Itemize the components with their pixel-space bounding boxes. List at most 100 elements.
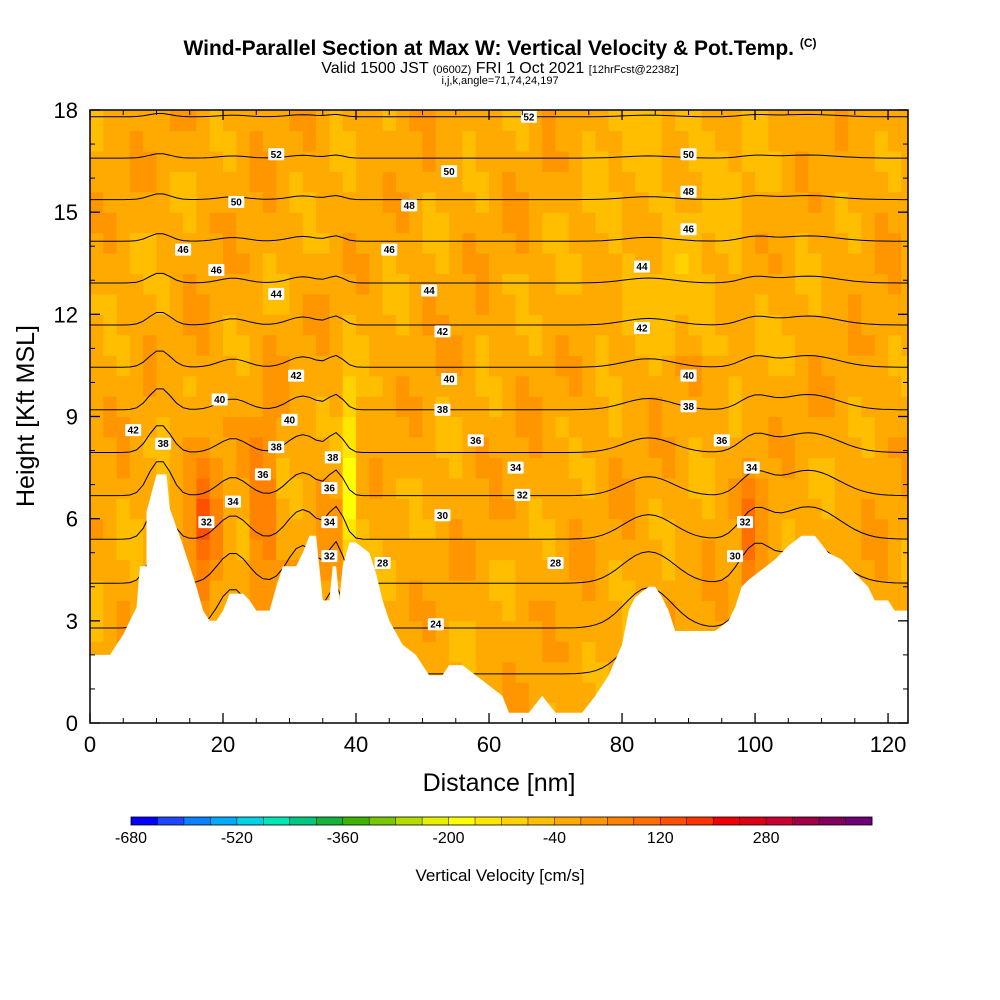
velocity-cell — [369, 539, 384, 561]
velocity-cell — [555, 416, 570, 438]
contour-label: 32 — [201, 518, 213, 529]
terrain-mask — [90, 474, 908, 723]
velocity-cell — [489, 171, 503, 193]
x-tick-label: 0 — [84, 732, 96, 757]
velocity-cell — [502, 273, 517, 295]
velocity-cell — [595, 620, 610, 642]
velocity-cell — [502, 150, 517, 172]
velocity-cell — [728, 253, 743, 275]
velocity-cell — [475, 518, 490, 540]
velocity-cell — [648, 334, 663, 356]
velocity-cell — [262, 416, 277, 438]
velocity-cell — [661, 232, 676, 254]
velocity-cell — [502, 477, 517, 499]
velocity-cell — [422, 355, 437, 377]
velocity-cell — [888, 355, 902, 377]
velocity-cell — [675, 416, 690, 438]
velocity-cell — [196, 477, 211, 499]
velocity-cell — [129, 232, 144, 254]
velocity-cell — [608, 375, 623, 397]
velocity-cell — [276, 518, 291, 540]
velocity-cell — [209, 293, 224, 315]
contour-label: 46 — [683, 225, 695, 236]
velocity-cell — [209, 191, 224, 213]
velocity-cell — [156, 130, 171, 152]
velocity-cell — [169, 253, 184, 275]
velocity-cell — [236, 416, 251, 438]
velocity-cell — [302, 436, 317, 458]
contour-label: 38 — [683, 402, 695, 413]
velocity-cell — [475, 477, 490, 499]
velocity-cell — [382, 579, 397, 601]
velocity-cell — [794, 498, 809, 520]
velocity-cell — [236, 171, 251, 193]
velocity-cell — [635, 334, 650, 356]
velocity-cell — [901, 436, 908, 458]
velocity-cell — [449, 355, 464, 377]
velocity-cell — [289, 477, 304, 499]
velocity-cell — [143, 314, 158, 336]
velocity-cell — [834, 375, 849, 397]
contour-label: 46 — [178, 245, 190, 256]
velocity-cell — [582, 110, 597, 132]
velocity-cell — [489, 253, 503, 275]
velocity-cell — [409, 150, 424, 172]
velocity-cell — [382, 293, 397, 315]
velocity-cell — [715, 559, 730, 581]
velocity-cell — [542, 232, 557, 254]
velocity-cell — [528, 661, 543, 683]
velocity-cell — [582, 416, 597, 438]
velocity-cell — [329, 293, 344, 315]
velocity-cell — [103, 293, 118, 315]
velocity-cell — [196, 314, 211, 336]
velocity-cell — [249, 518, 264, 540]
velocity-cell — [781, 518, 796, 540]
velocity-cell — [489, 110, 503, 132]
velocity-cell — [489, 477, 503, 499]
contour-line-44 — [90, 272, 908, 284]
velocity-cell — [568, 232, 583, 254]
velocity-cell — [715, 600, 730, 622]
velocity-cell — [369, 334, 384, 356]
velocity-cell — [582, 641, 597, 663]
velocity-cell — [555, 191, 570, 213]
velocity-cell — [834, 130, 849, 152]
velocity-cell — [236, 355, 251, 377]
velocity-cell — [183, 375, 198, 397]
velocity-cell — [768, 273, 783, 295]
velocity-cell — [502, 416, 517, 438]
velocity-cell — [901, 212, 908, 234]
velocity-cell — [209, 212, 224, 234]
velocity-cell — [528, 130, 543, 152]
velocity-cell — [675, 498, 690, 520]
velocity-cell — [701, 477, 716, 499]
velocity-cell — [661, 579, 676, 601]
velocity-cell — [196, 355, 211, 377]
velocity-cell — [741, 334, 756, 356]
velocity-cell — [143, 396, 158, 418]
velocity-cell — [475, 171, 490, 193]
velocity-cell — [515, 620, 530, 642]
velocity-cell — [289, 518, 304, 540]
velocity-cell — [528, 477, 543, 499]
velocity-cell — [701, 150, 716, 172]
velocity-cell — [395, 477, 410, 499]
velocity-cell — [183, 253, 198, 275]
velocity-cell — [755, 171, 769, 193]
velocity-cell — [542, 518, 557, 540]
velocity-cell — [435, 416, 450, 438]
velocity-cell — [582, 375, 597, 397]
velocity-cell — [675, 436, 690, 458]
x-tick-label: 120 — [870, 732, 907, 757]
velocity-cell — [183, 273, 198, 295]
velocity-cell — [502, 130, 517, 152]
velocity-cell — [489, 273, 503, 295]
velocity-cell — [542, 191, 557, 213]
velocity-cell — [143, 253, 158, 275]
velocity-cell — [794, 253, 809, 275]
velocity-cell — [821, 232, 836, 254]
velocity-cell — [528, 293, 543, 315]
velocity-cell — [302, 150, 317, 172]
colorbar-swatch — [766, 817, 794, 825]
